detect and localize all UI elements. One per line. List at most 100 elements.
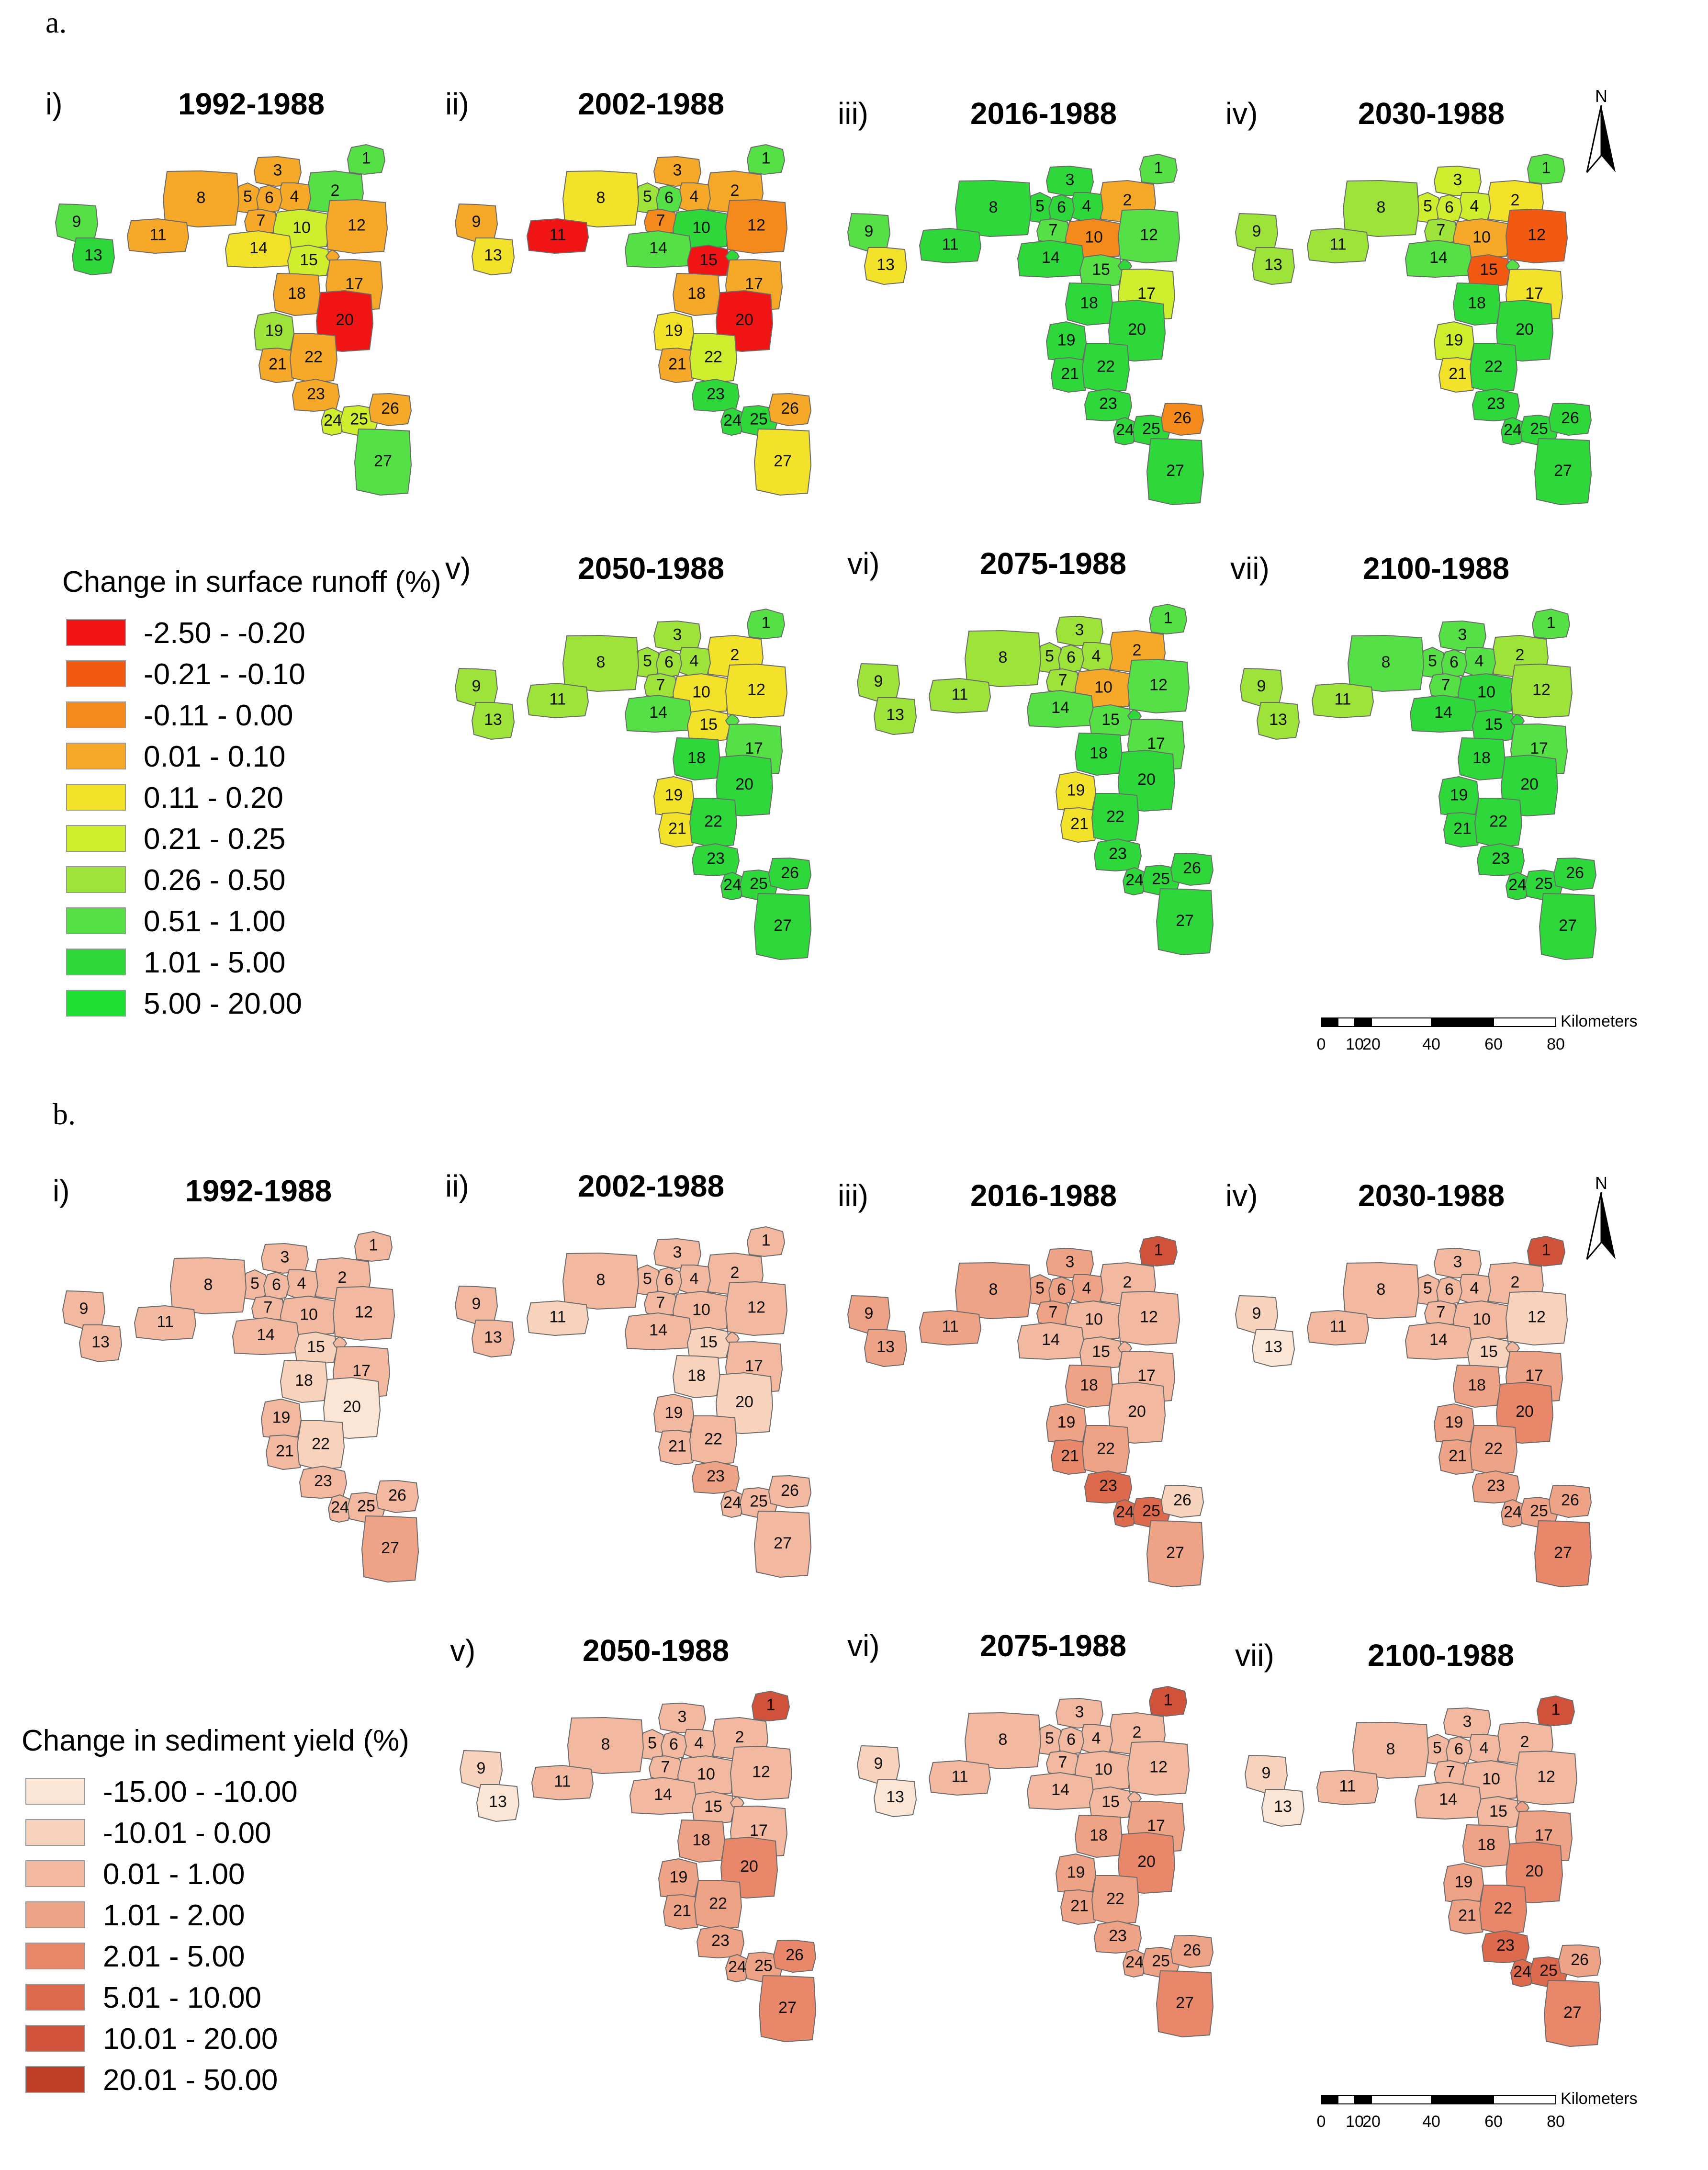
- subbasin-label-20: 20: [1520, 775, 1539, 793]
- subbasin-label-22: 22: [1484, 357, 1503, 375]
- panel-roman-numeral: vii): [1235, 1638, 1274, 1673]
- subbasin-22: [689, 1415, 738, 1466]
- subbasin-label-4: 4: [1470, 197, 1479, 215]
- subbasin-6: [655, 649, 683, 678]
- subbasin-18: [1065, 282, 1113, 326]
- scale-tick: 10: [1346, 2113, 1364, 2131]
- subbasin-label-6: 6: [664, 653, 674, 671]
- subbasin-label-3: 3: [1458, 625, 1467, 644]
- subbasin-15: [686, 1326, 730, 1360]
- subbasin-18: [672, 1355, 721, 1399]
- subbasin-12: [1510, 663, 1573, 719]
- subbasin-15: [1476, 1796, 1520, 1830]
- subbasin-18: [1074, 1814, 1123, 1858]
- subbasin-label-14: 14: [1439, 1790, 1457, 1808]
- subbasin-group: [454, 144, 812, 496]
- subbasin-label-27: 27: [774, 452, 792, 470]
- subbasin-label-19: 19: [665, 1403, 683, 1422]
- subbasin-22: [689, 333, 738, 384]
- subbasin-label-20: 20: [735, 1393, 753, 1411]
- subbasin-label-23: 23: [1109, 1927, 1127, 1945]
- subbasin-label-21: 21: [276, 1442, 294, 1460]
- subbasin-label-26: 26: [1173, 409, 1191, 427]
- subbasin-label-10: 10: [697, 1765, 715, 1783]
- subbasin-label-19: 19: [1057, 331, 1076, 349]
- subbasin-label-9: 9: [1252, 222, 1261, 240]
- subbasin-label-6: 6: [1445, 198, 1454, 216]
- subbasin-label-14: 14: [249, 239, 268, 257]
- panel-roman-numeral: vii): [1230, 551, 1270, 586]
- subbasin-label-9: 9: [472, 213, 481, 231]
- subbasin-24: [1112, 417, 1137, 446]
- subbasin-label-23: 23: [1492, 849, 1510, 868]
- subbasin-19: [260, 1398, 302, 1439]
- subbasin-1: [1527, 153, 1566, 185]
- subbasin-label-25: 25: [1535, 874, 1553, 893]
- subbasin-27: [1156, 888, 1214, 956]
- subbasin-label-9: 9: [1257, 677, 1266, 695]
- subbasin-label-25: 25: [1539, 1961, 1558, 1979]
- subbasin-24: [320, 407, 345, 436]
- subbasin-label-22: 22: [1097, 357, 1115, 375]
- subbasin-label-19: 19: [1455, 1873, 1473, 1891]
- subbasin-label-19: 19: [665, 786, 683, 804]
- subbasin-label-9: 9: [1252, 1304, 1261, 1322]
- subbasin-label-9: 9: [1262, 1764, 1271, 1782]
- subbasin-1: [354, 1231, 393, 1262]
- panel-title: 2016-1988: [970, 1178, 1117, 1213]
- legend-item: 0.11 - 0.20: [62, 777, 441, 818]
- subbasin-label-17: 17: [1147, 735, 1165, 753]
- legend-item: -15.00 - -10.00: [22, 1771, 409, 1812]
- subbasin-label-7: 7: [1437, 221, 1446, 239]
- legend-swatch: [25, 1901, 85, 1928]
- subbasin-label-8: 8: [601, 1735, 610, 1753]
- legend-item: 1.01 - 5.00: [62, 942, 441, 983]
- section-b-panel-7: vii) 2100-1988 1 2 3 4 5 6 7 8 9 10 11 12 13 14 15 17 18 19…: [1235, 1638, 1618, 2049]
- subbasin-13: [71, 237, 115, 276]
- subbasin-27: [354, 428, 412, 496]
- subbasin-label-22: 22: [312, 1435, 330, 1453]
- subbasin-11: [1306, 1310, 1370, 1346]
- subbasin-24: [327, 1494, 352, 1523]
- subbasin-label-2: 2: [1133, 641, 1142, 659]
- subbasin-label-23: 23: [707, 849, 725, 868]
- subbasin-label-1: 1: [369, 1236, 378, 1254]
- subbasin-label-11: 11: [1339, 1777, 1356, 1795]
- subbasin-24: [1510, 1958, 1535, 1988]
- subbasin-27: [758, 1975, 817, 2043]
- subbasin-label-6: 6: [1067, 648, 1076, 667]
- panel-title: 2100-1988: [1362, 551, 1510, 586]
- subbasin-label-24: 24: [1508, 876, 1527, 894]
- subbasin-label-22: 22: [704, 348, 722, 366]
- subbasin-26: [1170, 852, 1214, 886]
- subbasin-27: [1543, 1979, 1602, 2047]
- subbasin-group: [856, 1685, 1214, 2038]
- subbasin-label-20: 20: [343, 1398, 361, 1416]
- subbasin-label-9: 9: [865, 222, 874, 240]
- legend-item: 5.00 - 20.00: [62, 983, 441, 1024]
- subbasin-label-2: 2: [1133, 1723, 1142, 1741]
- legend-range: 0.01 - 0.10: [144, 740, 286, 773]
- subbasin-label-18: 18: [288, 284, 306, 303]
- subbasin-label-18: 18: [1090, 744, 1108, 762]
- subbasin-label-11: 11: [554, 1772, 571, 1790]
- subbasin-label-17: 17: [1525, 284, 1543, 303]
- subbasin-label-21: 21: [269, 355, 287, 373]
- subbasin-label-17: 17: [1137, 1367, 1156, 1385]
- subbasin-label-25: 25: [1152, 870, 1170, 888]
- subbasin-label-10: 10: [1094, 1760, 1112, 1778]
- subbasin-12: [725, 663, 788, 719]
- subbasin-12: [1117, 208, 1180, 264]
- subbasin-label-4: 4: [1082, 1279, 1091, 1297]
- subbasin-19: [653, 1393, 695, 1435]
- subbasin-label-15: 15: [1480, 1343, 1498, 1361]
- legend-item: -2.50 - -0.20: [62, 612, 441, 654]
- subbasin-group: [847, 153, 1204, 506]
- legend-swatch: [25, 1819, 85, 1846]
- subbasin-label-3: 3: [1453, 1253, 1462, 1271]
- subbasin-13: [864, 1329, 908, 1368]
- subbasin-label-21: 21: [668, 819, 686, 837]
